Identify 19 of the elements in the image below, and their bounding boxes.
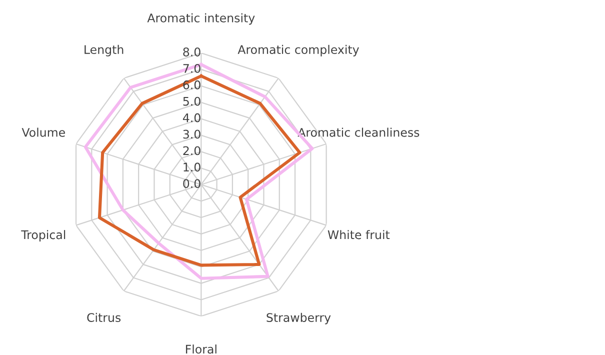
spoke-label: Tropical [21, 230, 66, 242]
spoke-label: Citrus [87, 312, 121, 322]
y-tick-label: 6.0 [183, 80, 200, 90]
spoke-label: Floral [186, 344, 216, 354]
y-tick-label: 5.0 [183, 96, 200, 106]
y-tick-label: 3.0 [183, 130, 200, 139]
spoke-label: Strawberry [266, 312, 331, 324]
spoke-label: Aromatic cleanliness [298, 128, 420, 137]
spoke-label: Volume [22, 128, 65, 137]
y-tick-label: 8.0 [183, 48, 200, 56]
y-tick-label: 1.0 [184, 162, 200, 172]
y-tick-label: 2.0 [183, 146, 200, 156]
spoke-label: Aromatic intensity [147, 13, 255, 25]
y-tick-label: 4.0 [182, 113, 200, 122]
spoke-label: Aromatic complexity [238, 44, 360, 56]
y-tick-label: 7.0 [183, 64, 200, 73]
spoke-label: Length [84, 44, 124, 56]
spoke-label: White fruit [328, 230, 390, 240]
y-tick-label: 0.0 [183, 179, 200, 188]
